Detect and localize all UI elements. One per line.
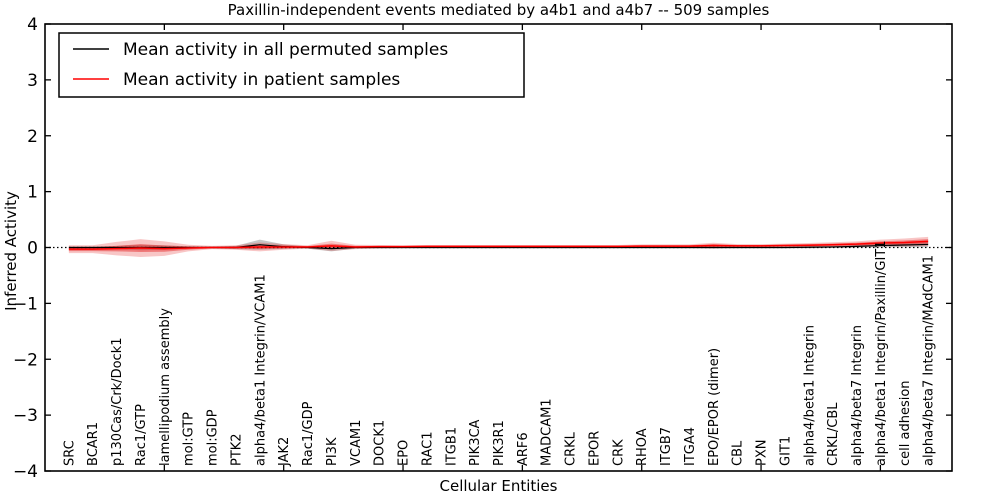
y-tick-label: −2 xyxy=(13,350,38,370)
chart-title: Paxillin-independent events mediated by … xyxy=(227,1,770,19)
x-tick-label: ITGA4 xyxy=(683,427,698,466)
x-tick-label: alpha4/beta7 Integrin/MAdCAM1 xyxy=(922,255,937,466)
y-tick-label: 3 xyxy=(27,71,38,91)
x-tick-label: PIK3R1 xyxy=(492,420,507,466)
x-tick-label: DOCK1 xyxy=(373,420,388,466)
x-tick-label: mol:GDP xyxy=(206,409,221,466)
y-tick-label: 2 xyxy=(27,127,38,147)
x-tick-label: PXN xyxy=(755,440,770,466)
y-tick-label: −3 xyxy=(13,406,38,426)
x-axis-label: Cellular Entities xyxy=(439,477,558,495)
x-tick-label: MADCAM1 xyxy=(540,398,555,466)
x-tick-label: CBL xyxy=(731,440,746,466)
x-tick-label: BCAR1 xyxy=(86,422,101,466)
y-tick-label: −1 xyxy=(13,294,38,314)
legend-label-patient: Mean activity in patient samples xyxy=(123,70,400,90)
x-tick-label: PI3K xyxy=(325,437,340,466)
plot-dynamic-layer: 4 3 2 1 0 −1 −2 −3 −4 SRC BCAR1 p130Cas/Crk/Dock1 Ra… xyxy=(13,15,953,482)
y-axis-label: Inferred Activity xyxy=(2,191,20,311)
x-tick-label: alpha4/beta1 Integrin/Paxillin/GIT1 xyxy=(874,240,889,466)
legend-box xyxy=(58,32,525,98)
x-tick-label: VCAM1 xyxy=(349,420,364,466)
x-tick-label: ITGB7 xyxy=(659,427,674,466)
x-tick-label: Rac1/GDP xyxy=(301,401,316,466)
x-tick-label: ITGB1 xyxy=(444,427,459,466)
x-tick-label: cell adhesion xyxy=(898,380,913,466)
x-tick-label: GIT1 xyxy=(778,436,793,466)
x-tick-label: JAK2 xyxy=(277,437,292,467)
x-tick-label: RHOA xyxy=(635,428,650,466)
x-tick-label: mol:GTP xyxy=(182,412,197,466)
x-tick-label: SRC xyxy=(62,440,77,466)
series-line-1 xyxy=(68,240,929,250)
y-tick-label: −4 xyxy=(13,462,38,482)
x-tick-label: ARF6 xyxy=(516,432,531,466)
y-tick-label: 1 xyxy=(27,183,38,203)
x-tick-label: CRKL xyxy=(564,431,579,466)
x-tick-label: EPO/EPOR (dimer) xyxy=(707,348,722,466)
x-tick-label: lamellipodium assembly xyxy=(158,308,173,466)
y-tick-label: 4 xyxy=(27,15,38,35)
x-tick-label: alpha4/beta1 Integrin/VCAM1 xyxy=(253,274,268,466)
x-tick-label: p130Cas/Crk/Dock1 xyxy=(110,337,125,466)
x-tick-label: EPO xyxy=(397,440,412,466)
y-tick-label: 0 xyxy=(27,239,38,259)
band-permuted-sample-spread xyxy=(68,239,929,252)
x-tick-label: CRK xyxy=(611,439,626,466)
x-tick-label: Rac1/GTP xyxy=(134,404,149,466)
x-tick-label: CRKL/CBL xyxy=(826,402,841,466)
x-tick-label: RAC1 xyxy=(420,431,435,466)
x-tick-label: EPOR xyxy=(587,431,602,466)
x-tick-label: PTK2 xyxy=(229,433,244,466)
legend: Mean activity in all permuted samples Me… xyxy=(58,32,525,98)
x-tick-label: PIK3CA xyxy=(468,419,483,466)
legend-label-permuted: Mean activity in all permuted samples xyxy=(123,40,448,60)
x-tick-label: alpha4/beta7 Integrin xyxy=(850,325,865,466)
x-tick-label: alpha4/beta1 Integrin xyxy=(802,325,817,466)
